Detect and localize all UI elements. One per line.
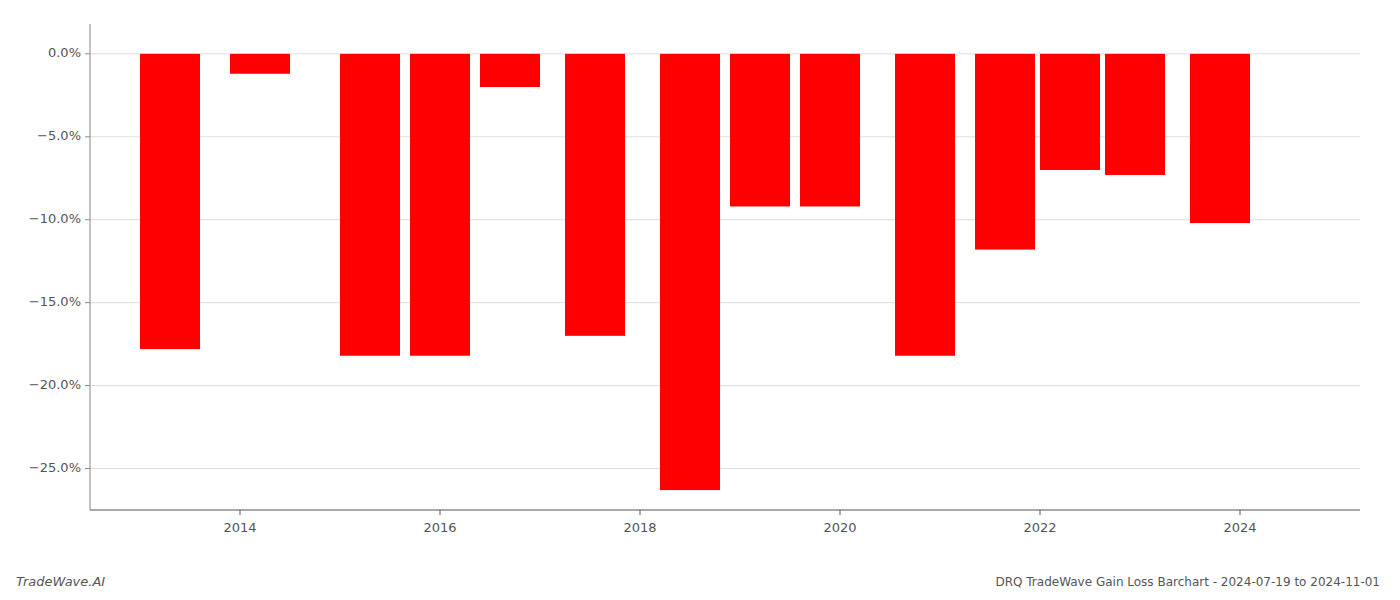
bar [1105,54,1165,175]
watermark: TradeWave.AI [16,574,105,589]
bar [895,54,955,356]
bar [730,54,790,207]
x-ticks: 2014 2016 2018 2020 2022 2024 [223,510,1256,535]
x-tick-label: 2020 [823,520,856,535]
y-tick [85,302,90,303]
x-tick [1240,510,1241,515]
bar [565,54,625,336]
x-tick-label: 2016 [423,520,456,535]
x-tick-label: 2018 [623,520,656,535]
grid-line [90,219,1360,220]
x-axis-line [90,510,1360,511]
y-tick-label: 0.0% [48,45,81,60]
x-tick [440,510,441,515]
bar [340,54,400,356]
title: DRQ TradeWave Gain Loss Barchart - 2024-… [995,575,1380,589]
y-tick [85,468,90,469]
bar [410,54,470,356]
y-tick [85,385,90,386]
bar [1040,54,1100,170]
x-tick [840,510,841,515]
x-tick [640,510,641,515]
bar [230,54,290,74]
grid-line [90,136,1360,137]
x-tick [1040,510,1041,515]
bars [140,54,1250,490]
bar [480,54,540,87]
y-tick-label: −5.0% [37,128,81,143]
bar [660,54,720,490]
y-tick-label: −25.0% [29,460,81,475]
y-grid [90,54,1360,469]
grid-line [90,302,1360,303]
x-tick-label: 2022 [1023,520,1056,535]
x-tick-label: 2024 [1223,520,1256,535]
y-tick [85,53,90,54]
y-tick [85,219,90,220]
grid-line [90,468,1360,469]
y-tick [85,136,90,137]
x-tick-label: 2014 [223,520,256,535]
y-axis-line [90,24,91,510]
x-tick [240,510,241,515]
chart: 0.0%−5.0%−10.0%−15.0%−20.0%−25.0%2014201… [0,0,1400,600]
y-ticks: 0.0% −5.0% −10.0% −15.0% −20.0% −25.0% [29,45,90,475]
grid-line [90,385,1360,386]
y-tick-label: −20.0% [29,377,81,392]
bar [140,54,200,349]
y-tick-label: −15.0% [29,294,81,309]
bar [800,54,860,207]
bar [975,54,1035,250]
y-tick-label: −10.0% [29,211,81,226]
bar [1190,54,1250,223]
